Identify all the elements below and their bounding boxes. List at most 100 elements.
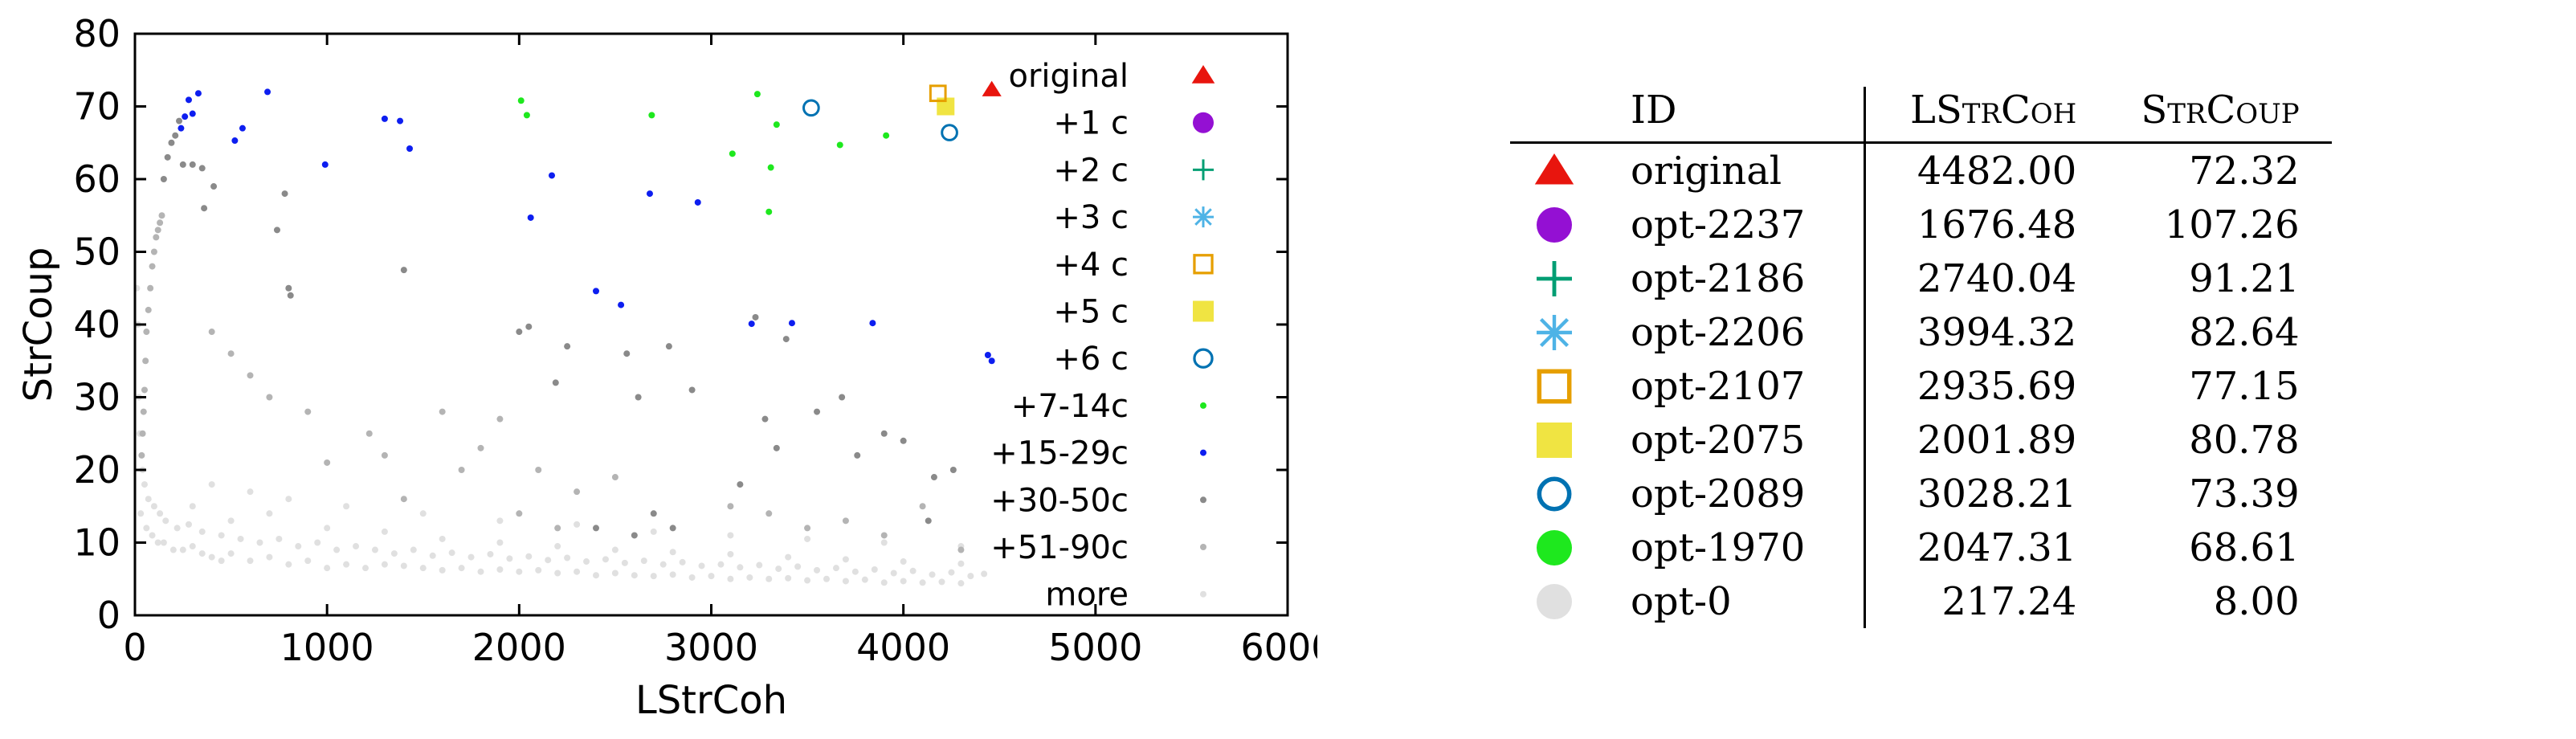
data-point — [938, 578, 945, 586]
data-point — [517, 97, 525, 104]
legend-label: +30-50c — [990, 482, 1129, 519]
data-point — [285, 284, 292, 292]
table-row: opt-2089 3028.21 73.39 — [1510, 467, 2332, 521]
data-point — [717, 561, 725, 568]
table-row: opt-2107 2935.69 77.15 — [1510, 359, 2332, 413]
data-point — [189, 161, 196, 168]
data-point — [381, 451, 388, 459]
data-point — [698, 562, 705, 570]
data-point — [145, 496, 152, 503]
data-point — [900, 437, 907, 444]
data-point — [535, 566, 542, 574]
data-point — [618, 301, 625, 308]
plot-marks — [133, 80, 1002, 587]
data-point — [138, 451, 145, 459]
data-point — [765, 575, 773, 582]
legend-label: +6 c — [1053, 341, 1129, 378]
data-point — [439, 535, 446, 542]
data-point — [527, 214, 534, 221]
legend-label: original — [1008, 58, 1129, 95]
y-tick-label: 30 — [73, 376, 120, 419]
data-point — [775, 565, 782, 573]
data-point — [919, 579, 926, 586]
legend-label: +5 c — [1053, 294, 1129, 331]
data-point — [157, 219, 164, 227]
y-tick-label: 60 — [73, 157, 120, 201]
data-point — [160, 539, 167, 546]
data-point — [448, 549, 455, 557]
data-point — [227, 550, 235, 557]
y-tick-label: 20 — [73, 448, 120, 492]
data-point — [141, 481, 148, 488]
row-strcoup: 107.26 — [2164, 202, 2300, 247]
row-lstrcoh: 217.24 — [1941, 578, 2077, 624]
data-point — [967, 573, 974, 580]
data-point — [650, 510, 657, 517]
data-point — [198, 528, 206, 535]
data-point — [949, 467, 957, 473]
data-point — [564, 343, 571, 350]
data-point — [154, 227, 161, 234]
marker-shape — [1537, 369, 1572, 403]
header-lstrcoh: LStrCoh — [1864, 87, 2109, 144]
data-point — [773, 121, 780, 129]
data-point — [635, 394, 642, 401]
data-point — [189, 110, 196, 117]
data-point — [727, 575, 734, 582]
data-point — [198, 550, 206, 557]
data-point — [890, 570, 897, 577]
data-point — [145, 306, 152, 313]
data-point — [343, 561, 350, 568]
y-tick-label: 40 — [73, 303, 120, 346]
data-point — [646, 190, 653, 198]
data-point — [525, 553, 533, 560]
data-point — [142, 357, 149, 365]
legend-label: more — [1045, 577, 1129, 614]
x-tick-label: 4000 — [856, 626, 950, 669]
data-point — [400, 267, 407, 274]
header-lstrcoh-part: tr — [1962, 88, 2002, 133]
data-point — [880, 539, 888, 546]
data-point — [981, 570, 988, 578]
data-point — [554, 570, 561, 577]
data-point — [545, 557, 552, 564]
row-id: original — [1598, 142, 1866, 198]
data-point — [869, 320, 876, 327]
header-symbol — [1510, 87, 1598, 144]
data-point — [854, 451, 861, 459]
data-point — [804, 525, 811, 532]
row-marker-icon — [1537, 583, 1572, 619]
data-point — [929, 84, 947, 103]
data-point — [362, 565, 369, 572]
data-point — [650, 528, 657, 535]
data-point — [593, 288, 599, 295]
table-row: opt-2186 2740.04 91.21 — [1510, 251, 2332, 305]
data-point — [688, 386, 696, 394]
data-point — [419, 565, 427, 572]
table-row: opt-2075 2001.89 80.78 — [1510, 413, 2332, 467]
row-symbol — [1510, 413, 1598, 467]
data-point — [737, 481, 744, 488]
data-point — [231, 137, 239, 145]
data-point — [496, 565, 504, 573]
legend-symbol — [1193, 112, 1214, 133]
data-point — [752, 313, 759, 321]
data-point — [182, 113, 189, 120]
marker-shape — [1537, 206, 1572, 243]
data-point — [198, 165, 206, 172]
data-point — [842, 578, 849, 585]
data-point — [611, 546, 618, 553]
data-point — [365, 430, 373, 437]
row-id: opt-2237 — [1598, 198, 1866, 251]
data-point — [227, 350, 235, 357]
data-point — [574, 488, 581, 496]
y-tick-label: 70 — [73, 85, 120, 129]
data-point — [535, 467, 542, 473]
row-id: opt-2089 — [1598, 467, 1866, 521]
y-axis-title: StrCoup — [16, 247, 61, 402]
data-point — [218, 557, 225, 565]
row-strcoup: 77.15 — [2189, 363, 2300, 409]
data-point — [381, 115, 388, 122]
